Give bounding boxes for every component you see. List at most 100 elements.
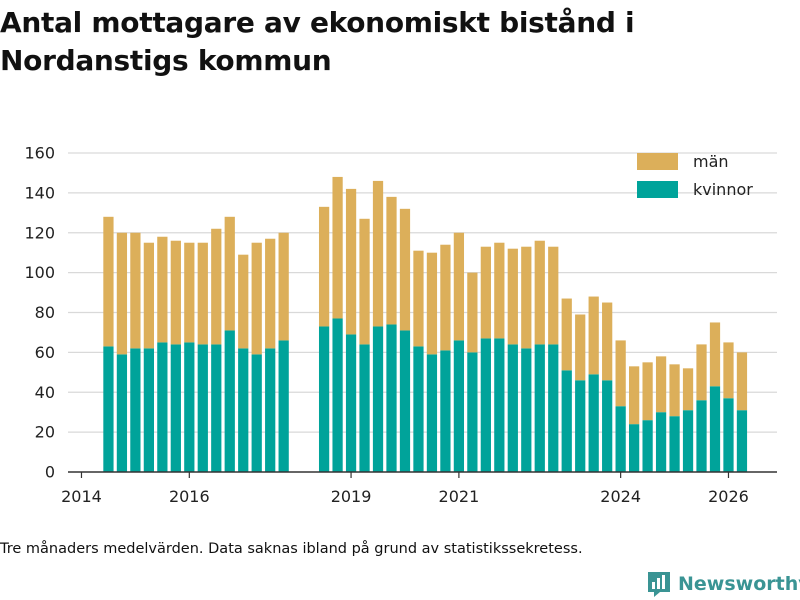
bar-man bbox=[709, 322, 721, 387]
bar-man bbox=[265, 238, 276, 349]
bar-man bbox=[224, 216, 235, 331]
axes: 0 20 40 60 80 100 120 140 160 2014 2016 2019 2021 202… bbox=[24, 144, 777, 506]
footnote: Tre månaders medelvärden. Data saknas ib… bbox=[0, 541, 583, 557]
bar-kvinnor bbox=[211, 344, 222, 472]
bar-man bbox=[386, 196, 397, 325]
y-tick-label-0: 0 bbox=[45, 463, 55, 482]
bar-man bbox=[103, 216, 114, 347]
bars bbox=[103, 176, 748, 472]
bar-man bbox=[211, 228, 222, 345]
bar-kvinnor bbox=[615, 406, 626, 472]
bar-kvinnor bbox=[116, 354, 128, 472]
y-tick-label-120: 120 bbox=[24, 223, 55, 242]
bar-kvinnor bbox=[494, 338, 505, 472]
bar-man bbox=[534, 240, 545, 345]
bar-man bbox=[521, 246, 532, 349]
bar-man bbox=[655, 356, 667, 413]
bar-kvinnor bbox=[467, 352, 478, 472]
bar-man bbox=[251, 242, 262, 355]
bar-kvinnor bbox=[103, 346, 114, 472]
bar-kvinnor bbox=[575, 380, 586, 472]
x-tick-label-2026: 2026 bbox=[708, 487, 749, 506]
bar-man bbox=[628, 366, 640, 425]
bar-kvinnor bbox=[521, 348, 532, 472]
bar-kvinnor bbox=[359, 344, 370, 472]
y-tick-label-20: 20 bbox=[35, 423, 55, 442]
bar-man bbox=[440, 244, 451, 351]
bar-man bbox=[575, 314, 586, 381]
bar-man bbox=[669, 364, 680, 417]
bar-man bbox=[723, 342, 734, 399]
bar-man bbox=[238, 254, 249, 349]
bar-kvinnor bbox=[170, 344, 181, 472]
bar-man bbox=[682, 368, 694, 411]
bar-kvinnor bbox=[332, 318, 343, 472]
bar-kvinnor bbox=[709, 386, 721, 472]
bar-man bbox=[399, 208, 411, 331]
bar-kvinnor bbox=[130, 348, 141, 472]
legend-label-men: män bbox=[693, 152, 729, 171]
bar-man bbox=[467, 272, 478, 353]
bar-man bbox=[507, 248, 518, 345]
bar-man bbox=[130, 232, 141, 349]
bar-kvinnor bbox=[318, 326, 330, 472]
bar-kvinnor bbox=[682, 410, 694, 472]
bar-man bbox=[184, 242, 195, 343]
bar-kvinnor bbox=[588, 374, 599, 472]
bar-kvinnor bbox=[453, 340, 465, 472]
bar-man bbox=[426, 252, 438, 355]
bar-kvinnor bbox=[669, 416, 680, 472]
bar-kvinnor bbox=[184, 342, 195, 472]
bar-man bbox=[642, 362, 653, 421]
bar-man bbox=[332, 176, 343, 319]
bar-kvinnor bbox=[413, 346, 424, 472]
chart: 0 20 40 60 80 100 120 140 160 2014 2016 2019 2021 202… bbox=[24, 144, 777, 506]
bar-man bbox=[345, 188, 357, 335]
brand-logo[interactable]: Newsworthy bbox=[646, 569, 800, 599]
bar-kvinnor bbox=[534, 344, 545, 472]
bar-kvinnor bbox=[143, 348, 154, 472]
bar-kvinnor bbox=[548, 344, 559, 472]
bar-man bbox=[602, 302, 613, 381]
y-tick-label-80: 80 bbox=[35, 303, 55, 322]
bar-kvinnor bbox=[736, 410, 748, 472]
bar-man bbox=[318, 206, 330, 327]
x-tick-label-2024: 2024 bbox=[600, 487, 641, 506]
legend-swatch-women bbox=[637, 181, 678, 198]
bar-man bbox=[453, 232, 465, 341]
x-tick-label-2014: 2014 bbox=[61, 487, 102, 506]
bar-kvinnor bbox=[251, 354, 262, 472]
legend: män kvinnor bbox=[637, 152, 753, 199]
bar-man bbox=[615, 340, 626, 407]
bar-man bbox=[548, 246, 559, 345]
bar-kvinnor bbox=[696, 400, 707, 472]
chart-title: Antal mottagare av ekonomiskt bistånd i … bbox=[0, 6, 635, 77]
bar-kvinnor bbox=[642, 420, 653, 472]
bar-chart-logo-icon bbox=[648, 572, 670, 597]
bar-kvinnor bbox=[723, 398, 734, 472]
bar-kvinnor bbox=[197, 344, 208, 472]
bar-man bbox=[588, 296, 599, 375]
bar-man bbox=[197, 242, 208, 345]
bar-kvinnor bbox=[480, 338, 491, 472]
bar-kvinnor bbox=[345, 334, 357, 472]
legend-swatch-men bbox=[637, 153, 678, 170]
bar-kvinnor bbox=[238, 348, 249, 472]
bar-man bbox=[278, 232, 289, 341]
bar-man bbox=[494, 242, 505, 339]
x-tick-label-2016: 2016 bbox=[169, 487, 210, 506]
bar-kvinnor bbox=[602, 380, 613, 472]
bar-kvinnor bbox=[655, 412, 667, 472]
bar-kvinnor bbox=[265, 348, 276, 472]
bar-man bbox=[561, 298, 572, 371]
bar-kvinnor bbox=[386, 324, 397, 472]
bar-kvinnor bbox=[507, 344, 518, 472]
x-tick-label-2021: 2021 bbox=[439, 487, 480, 506]
bar-kvinnor bbox=[372, 326, 384, 472]
bar-kvinnor bbox=[426, 354, 438, 472]
bar-man bbox=[170, 240, 181, 345]
bar-man bbox=[372, 180, 384, 327]
brand-name: Newsworthy bbox=[678, 573, 800, 595]
bar-kvinnor bbox=[224, 330, 235, 472]
bar-man bbox=[480, 246, 491, 339]
